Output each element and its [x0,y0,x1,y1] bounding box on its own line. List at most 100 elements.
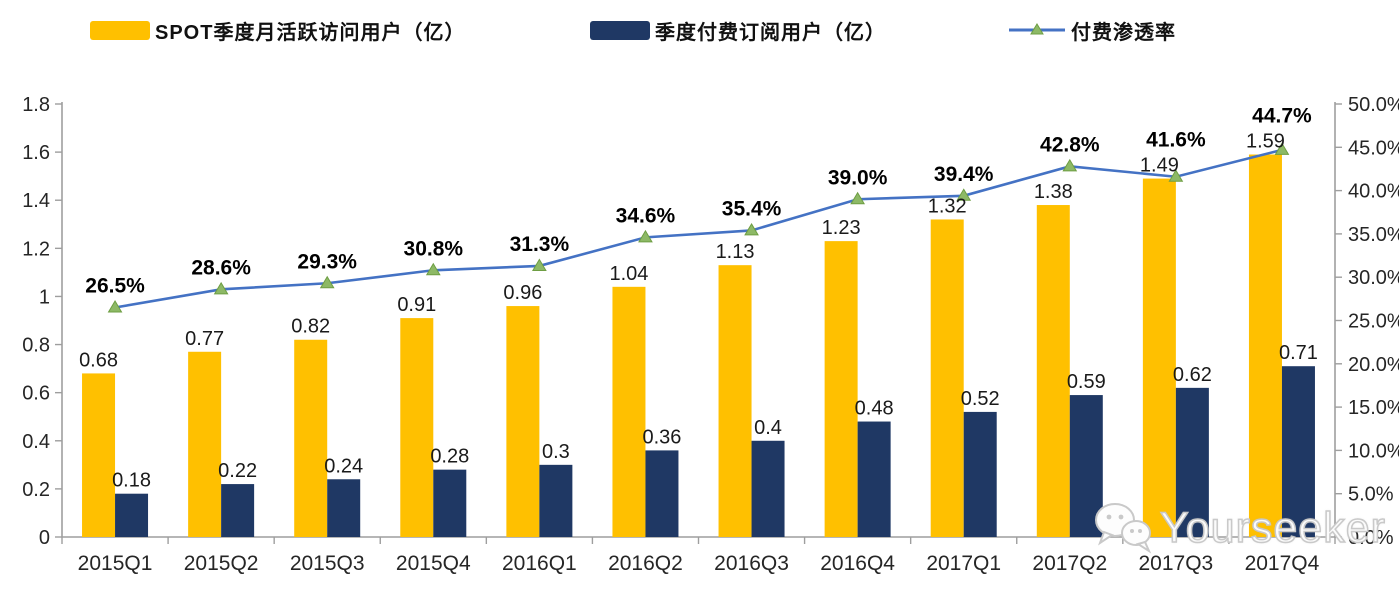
penetration-pct-label: 35.4% [722,197,782,220]
right-axis-tick-label: 0.0% [1348,527,1394,549]
x-axis-category-label: 2017Q2 [1032,552,1107,575]
right-axis-tick-label: 25.0% [1348,311,1399,333]
left-axis-tick-label: 1.6 [22,142,50,164]
mau-value-label: 1.59 [1246,131,1285,153]
right-axis-tick-label: 15.0% [1348,397,1399,419]
left-axis-tick-label: 1 [39,286,50,308]
bar-subs [751,440,785,537]
right-axis-tick-label: 45.0% [1348,137,1399,159]
penetration-legend-marker-icon [1008,22,1066,38]
penetration-marker-icon [850,191,866,205]
penetration-marker-icon [744,222,759,236]
bar-mau [506,306,540,537]
bar-mau [294,339,328,537]
bar-mau [824,241,858,537]
bar-mau [1248,154,1282,537]
bar-mau [188,351,222,537]
subs-value-label: 0.71 [1279,342,1318,364]
subs-value-label: 0.28 [430,446,469,468]
subs-value-label: 0.62 [1173,364,1212,386]
bar-subs [1281,366,1315,537]
bar-mau [400,318,434,537]
subs-value-label: 0.52 [961,388,1000,410]
right-axis-tick-label: 50.0% [1348,94,1399,116]
mau-value-label: 1.13 [716,241,755,263]
penetration-pct-label: 44.7% [1252,105,1312,128]
penetration-pct-label: 34.6% [616,204,676,227]
penetration-marker-icon [1274,142,1290,155]
penetration-marker-icon [531,258,547,271]
subs-value-label: 0.3 [542,441,570,463]
right-axis-tick-label: 10.0% [1348,440,1399,462]
penetration-pct-label: 39.0% [828,166,888,189]
right-axis-tick-label: 35.0% [1348,224,1399,246]
subs-value-label: 0.36 [642,426,681,448]
legend-item-subs: 季度付费订阅用户（亿） [590,14,886,46]
penetration-pct-label: 31.3% [510,233,570,256]
x-axis-category-label: 2016Q1 [502,552,577,575]
bar-mau [1036,205,1070,538]
x-axis-category-label: 2016Q2 [608,552,683,575]
bar-subs [1069,395,1103,537]
penetration-marker-icon [638,229,653,243]
penetration-marker-icon [1168,169,1184,182]
bar-subs [963,411,997,537]
mau-value-label: 1.38 [1034,181,1073,203]
mau-value-label: 1.04 [609,263,648,285]
mau-value-label: 0.77 [185,328,224,350]
right-axis-tick-label: 5.0% [1348,484,1394,506]
penetration-pct-label: 26.5% [85,275,145,298]
mau-value-label: 0.91 [397,294,436,316]
penetration-pct-label: 30.8% [404,237,464,260]
penetration-pct-label: 39.4% [934,163,994,186]
bar-mau [82,373,116,537]
x-axis-category-label: 2016Q4 [820,552,895,575]
left-axis-tick-label: 0.4 [22,431,50,453]
left-axis-tick-label: 1.2 [22,238,50,260]
subs-value-label: 0.59 [1067,371,1106,393]
bar-mau [1142,178,1176,538]
legend-item-penetration: 付费渗透率 [1008,14,1176,46]
bar-subs [539,464,573,537]
penetration-line [114,148,1283,309]
subs-value-label: 0.4 [754,417,782,439]
bar-mau [930,219,964,537]
bar-subs [221,484,255,537]
subs-value-label: 0.18 [112,470,151,492]
bar-subs [857,421,891,537]
penetration-pct-label: 29.3% [297,250,357,273]
penetration-marker-icon [425,262,441,276]
x-axis-category-label: 2017Q4 [1245,552,1320,575]
x-axis-category-label: 2015Q1 [78,552,153,575]
x-axis-category-label: 2015Q2 [184,552,259,575]
legend-label-subs: 季度付费订阅用户（亿） [655,21,886,44]
bar-subs [645,450,679,537]
right-axis-tick-label: 20.0% [1348,354,1399,376]
bar-subs [327,479,361,537]
left-axis-tick-label: 0.6 [22,383,50,405]
bar-subs [1175,387,1209,537]
legend-label-mau: SPOT季度月活跃访问用户（亿） [155,21,466,44]
penetration-marker-icon [107,300,123,313]
penetration-marker-icon [213,281,229,295]
subs-value-label: 0.48 [855,398,894,420]
x-axis-category-label: 2017Q3 [1139,552,1214,575]
mau-value-label: 0.96 [503,282,542,304]
x-axis-category-label: 2016Q3 [714,552,789,575]
mau-value-label: 0.82 [291,316,330,338]
left-axis-tick-label: 0.2 [22,479,50,501]
left-axis-tick-label: 1.8 [22,94,50,116]
subs-value-label: 0.24 [324,455,363,477]
left-axis-tick-label: 0.8 [22,335,50,357]
right-axis-tick-label: 40.0% [1348,181,1399,203]
mau-value-label: 1.49 [1140,155,1179,177]
subs-value-label: 0.22 [218,460,257,482]
left-axis-tick-label: 0 [39,527,50,549]
bar-subs [115,493,149,537]
x-axis-category-label: 2015Q4 [396,552,471,575]
mau-value-label: 0.68 [79,349,118,371]
left-axis-tick-label: 1.4 [22,190,50,212]
bar-subs [433,469,467,537]
penetration-pct-label: 41.6% [1146,129,1206,152]
